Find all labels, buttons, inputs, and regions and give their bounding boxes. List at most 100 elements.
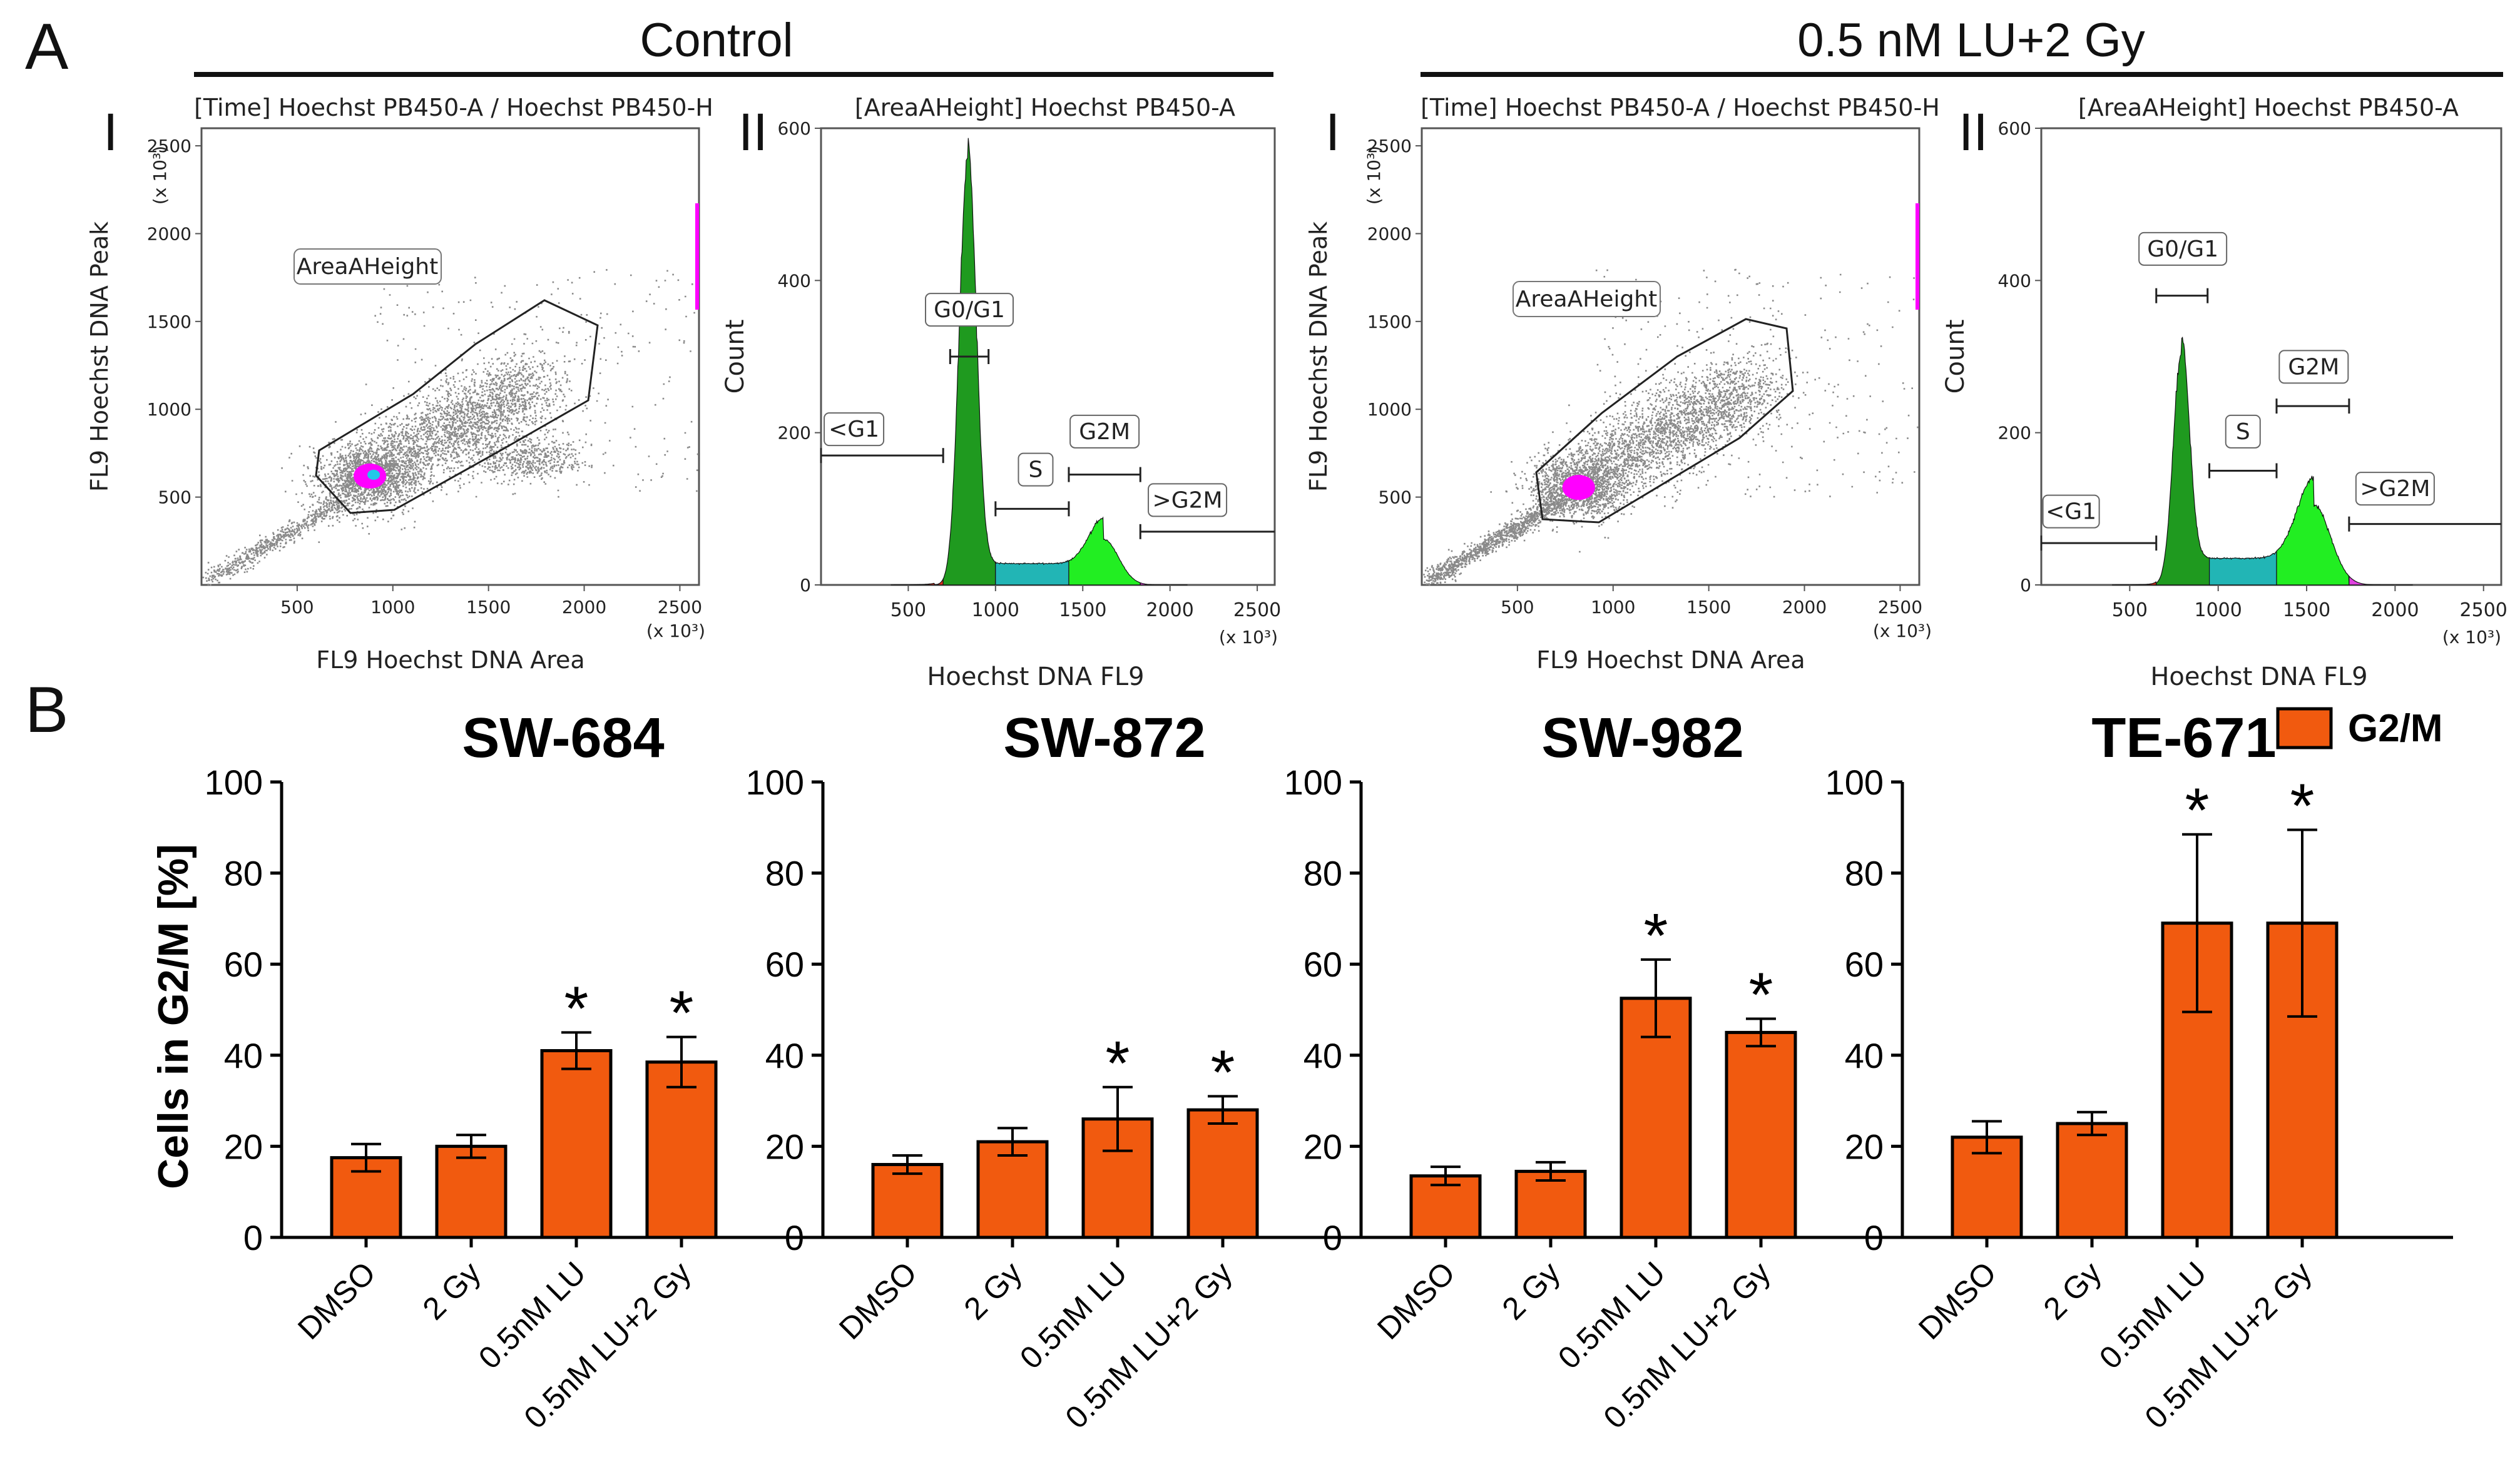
- scatter-x-tick-label: 500: [280, 597, 314, 617]
- scatter-x-scale: (x 10³): [646, 621, 705, 641]
- subpanel-label-ii: II: [738, 103, 768, 161]
- gate-polygon: [1535, 318, 1794, 524]
- gate-label-box: [925, 293, 1014, 327]
- gate-label-g2m: G2M: [1079, 419, 1130, 445]
- scatter-y-ticks: 500 1000 1500 2000 2500: [1367, 136, 1422, 508]
- scatter-points: [1423, 268, 1919, 586]
- gate-label-box: [1148, 483, 1228, 517]
- histogram-x-tick-label: 2000: [1146, 599, 1194, 621]
- scatter-plot-frame: [1421, 127, 1921, 586]
- scatter-y-ticks: 500 1000 1500 2000 2500: [147, 136, 201, 508]
- y-tick-label: 40: [1303, 1036, 1342, 1075]
- histogram-x-tick-label: 500: [2112, 599, 2148, 621]
- bar: [435, 1144, 508, 1239]
- histogram-y-tick-label: 400: [778, 270, 811, 291]
- y-tick-label: 60: [765, 945, 804, 984]
- histogram-x-scale: (x 10³): [1219, 627, 1278, 647]
- legend-label: G2/M: [2348, 707, 2443, 750]
- x-tick-label: 2 Gy: [957, 1255, 1029, 1326]
- scatter-x-tick-label: 1000: [370, 597, 415, 617]
- histogram-x-scale: (x 10³): [2442, 627, 2501, 647]
- significance-star: *: [670, 978, 694, 1048]
- gate-label-g2m: G2M: [2288, 354, 2339, 380]
- panel-label-a: A: [25, 11, 69, 83]
- significance-star: *: [1211, 1037, 1235, 1107]
- histogram-region-s: [2209, 550, 2277, 586]
- histogram-gates: <G1 G0/G1 S G2M >G2M: [820, 293, 1275, 539]
- gate-label-box: [2278, 350, 2349, 384]
- gate-label-s: S: [1029, 457, 1043, 483]
- group-bar-treated: [1421, 72, 2503, 77]
- histogram-region-g2m: [2276, 475, 2350, 586]
- x-tick-label: 2 Gy: [2037, 1255, 2108, 1326]
- gate-label-gt_g2m: >G2M: [2360, 476, 2430, 502]
- density-core-cyan: [367, 469, 380, 480]
- group-title-treated: 0.5 nM LU+2 Gy: [1797, 14, 2145, 67]
- subpanel-label-i: I: [1325, 103, 1340, 161]
- scatter-x-tick-label: 2000: [562, 597, 606, 617]
- gate-label-gt_g2m: >G2M: [1153, 487, 1223, 513]
- bar-y-axis-label: Cells in G2/M [%]: [150, 844, 197, 1189]
- y-tick-label: 40: [224, 1036, 263, 1075]
- y-tick-label: 20: [1845, 1127, 1884, 1166]
- y-tick-label: 100: [205, 763, 263, 802]
- scatter-x-ticks: 500 1000 1500 2000 2500: [280, 585, 702, 617]
- edge-events: [695, 203, 699, 310]
- group-title-control: Control: [640, 14, 793, 67]
- histogram-y-tick-label: 400: [1998, 270, 2031, 291]
- y-tick-label: 20: [1303, 1127, 1342, 1166]
- histogram-fill: [890, 138, 1188, 586]
- legend: G2/M: [2276, 707, 2443, 750]
- bar: [1514, 1169, 1587, 1239]
- density-core-magenta: [1562, 475, 1595, 500]
- gate-label-lt_g1: <G1: [829, 417, 879, 442]
- x-tick-label: DMSO: [1370, 1255, 1462, 1346]
- histogram-x-tick-label: 1500: [1059, 599, 1106, 621]
- gate-label-g0g1: G0/G1: [934, 297, 1005, 323]
- scatter-y-tick-label: 2000: [147, 223, 191, 244]
- histogram-x-ticks: 500 1000 1500 2000 2500: [2112, 585, 2507, 621]
- scatter-y-tick-label: 500: [1379, 487, 1412, 508]
- y-tick-label: 0: [1864, 1218, 1884, 1257]
- histogram-x-tick-label: 2000: [2371, 599, 2419, 621]
- histogram-x-tick-label: 2500: [1233, 599, 1281, 621]
- scatter-x-tick-label: 2500: [1878, 597, 1922, 617]
- y-tick-label: 40: [1845, 1036, 1884, 1075]
- scatter-dots: [202, 203, 699, 586]
- scatter-y-tick-label: 500: [158, 487, 191, 508]
- bar: [645, 1060, 718, 1239]
- scatter-y-label: FL9 Hoechst DNA Peak: [86, 221, 113, 492]
- gate-label-box: [824, 412, 885, 447]
- chart-title: TE-671: [2091, 707, 2276, 769]
- gate-label-box: [1069, 414, 1140, 449]
- histogram-y-tick-label: 200: [778, 423, 811, 444]
- gate-label-box: [2138, 231, 2228, 266]
- histogram-x-label: Hoechst DNA FL9: [2150, 662, 2367, 691]
- gate-label-box: [1018, 452, 1054, 487]
- significance-star: *: [2185, 776, 2210, 846]
- histogram-y-tick-label: 0: [2020, 575, 2031, 596]
- y-tick-label: 60: [1303, 945, 1342, 984]
- significance-star: *: [2290, 771, 2315, 841]
- y-tick-label: 100: [1825, 763, 1884, 802]
- scatter-y-label: FL9 Hoechst DNA Peak: [1305, 221, 1332, 492]
- scatter-x-tick-label: 1500: [466, 597, 511, 617]
- histogram-title: [AreaAHeight] Hoechst PB450-A: [855, 94, 1235, 121]
- histogram-region-g0g1: [2156, 336, 2210, 586]
- significance-star: *: [1106, 1028, 1130, 1099]
- y-tick-label: 60: [1845, 945, 1884, 984]
- y-tick-label: 80: [1303, 854, 1342, 893]
- histogram-region-g0g1: [942, 138, 996, 586]
- y-tick-label: 100: [1284, 763, 1342, 802]
- flow-group-treated: I [Time] Hoechst PB450-A / Hoechst PB450…: [1305, 94, 2507, 691]
- bar: [1725, 1030, 1797, 1239]
- histogram-y-tick-label: 600: [1998, 118, 2031, 139]
- histogram-y-tick-label: 200: [1998, 423, 2031, 444]
- y-tick-label: 100: [746, 763, 804, 802]
- scatter-y-tick-label: 2000: [1367, 223, 1412, 244]
- gate-label: AreaAHeight: [297, 254, 438, 280]
- scatter-title: [Time] Hoechst PB450-A / Hoechst PB450-H: [1421, 94, 1940, 121]
